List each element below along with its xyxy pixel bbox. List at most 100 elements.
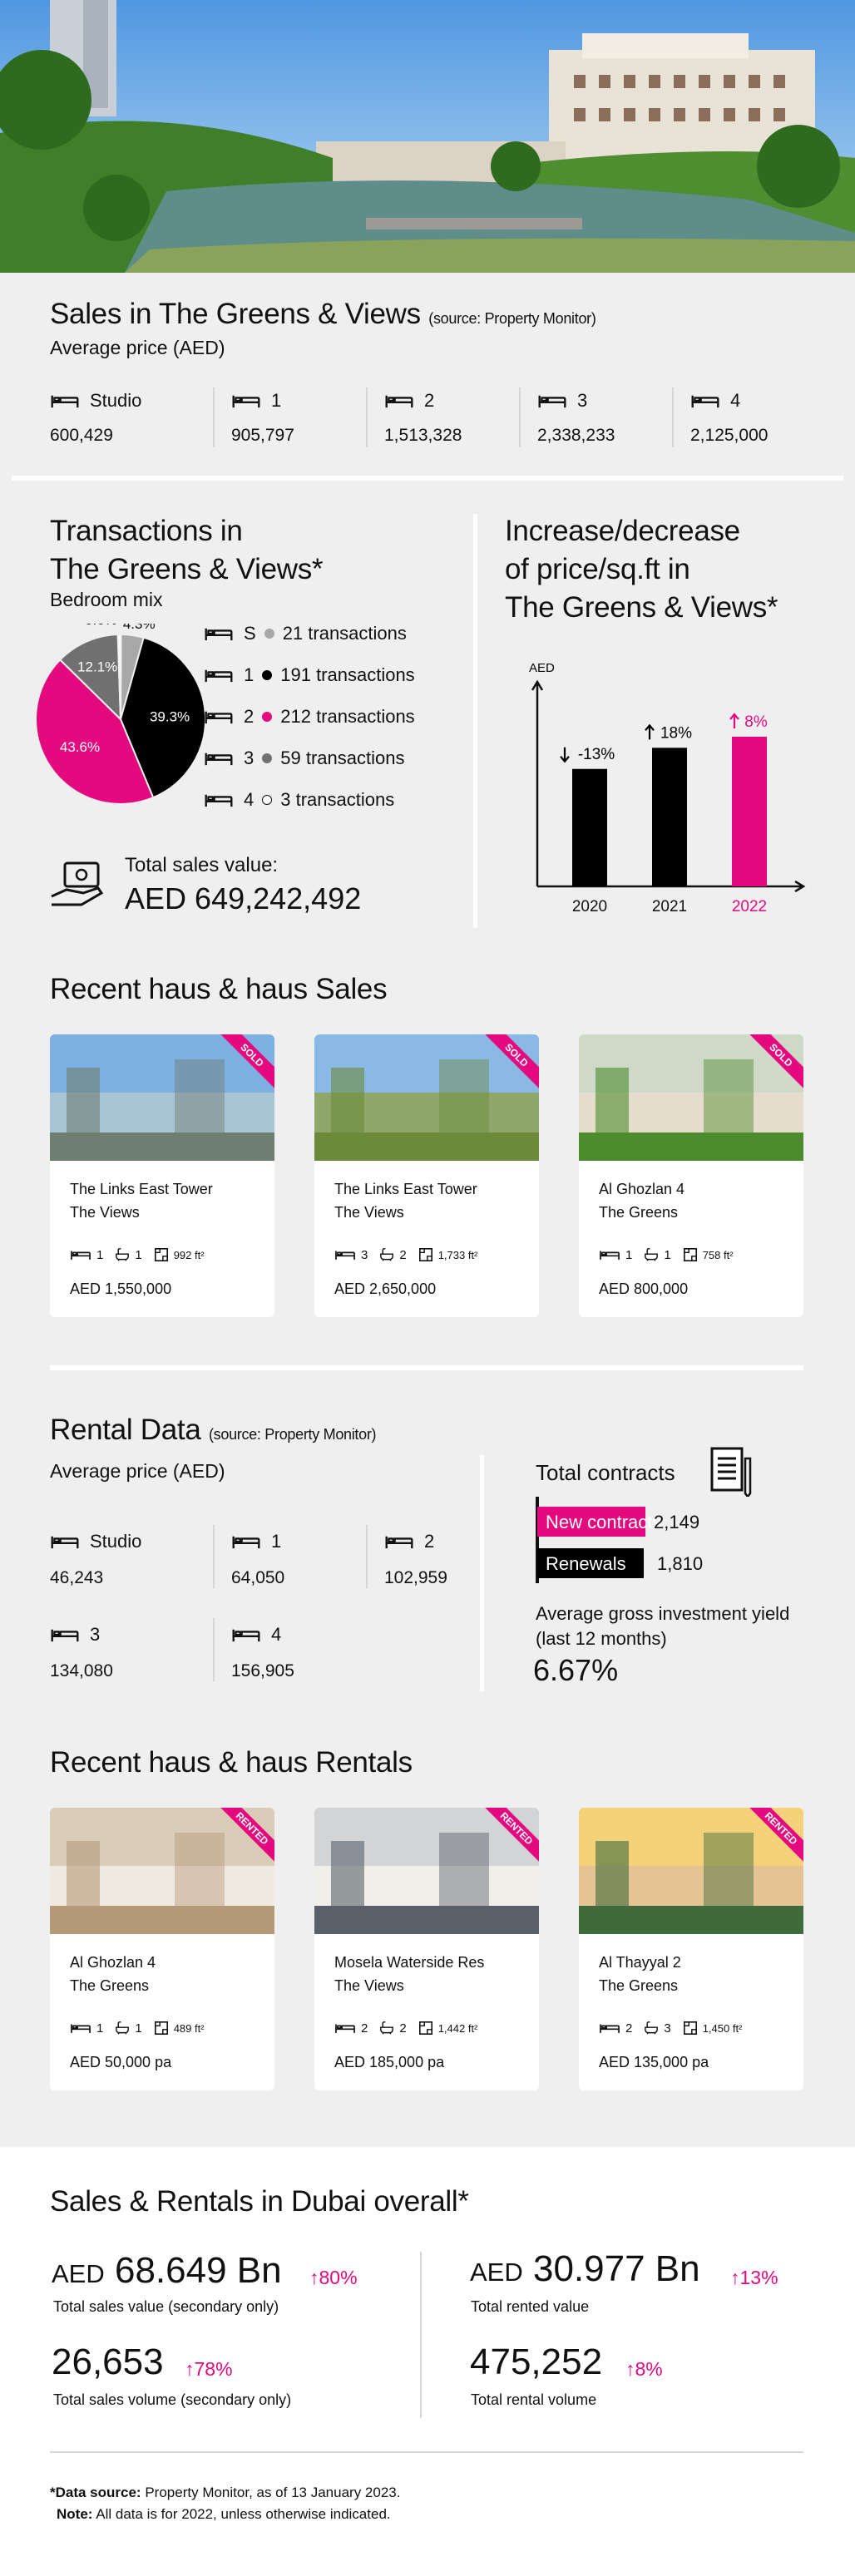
stat-divider — [213, 387, 215, 447]
dubai-overall-panel — [0, 2147, 855, 2576]
legend-text: 3 transactions — [280, 789, 395, 811]
bar-value-label: -13% — [578, 746, 615, 763]
rental-subtitle: Average price (AED) — [50, 1460, 225, 1482]
sale-card[interactable]: SOLD The Links East Tower The Views 3 2 1,733… — [314, 1034, 539, 1317]
legend-item: 3 59 transactions — [204, 747, 404, 769]
sale-card[interactable]: SOLD The Links East Tower The Views 1 1 992 f… — [50, 1034, 274, 1317]
legend-item: 1 191 transactions — [204, 664, 415, 686]
dubai-title: Sales & Rentals in Dubai overall* — [50, 2185, 469, 2218]
recent-sales-title: Recent haus & haus Sales — [50, 973, 388, 1005]
pie-slice-4 — [116, 634, 122, 720]
pie-slice-3 — [58, 634, 122, 722]
property-area: The Greens — [599, 1977, 679, 1994]
bed-icon — [50, 1623, 80, 1644]
floor-plan-icon — [154, 2021, 169, 2036]
sales-stats: Studio 600,429 1 905,797 2 1,513,328 3 2,338,23… — [50, 384, 807, 451]
rental-stat-label: 1 — [271, 1531, 282, 1552]
property-photo: SOLD — [579, 1034, 803, 1161]
bath-icon — [644, 2021, 659, 2035]
stat-divider — [366, 1525, 368, 1588]
divider — [50, 1365, 803, 1370]
property-meta: 1 1 758 ft² — [599, 1247, 734, 1262]
rental-title: Rental Data (source: Property Monitor) — [50, 1414, 377, 1446]
legend-item: S 21 transactions — [204, 622, 407, 644]
dubai-sales-value-label: Total sales value (secondary only) — [53, 2298, 279, 2315]
total-contracts-title: Total contracts — [536, 1460, 675, 1485]
sales-stat-4: 4 2,125,000 — [662, 384, 815, 451]
property-name: Al Thayyal 2 — [599, 1954, 681, 1971]
property-size: 992 ft² — [173, 1248, 205, 1261]
bed-icon — [384, 1530, 414, 1551]
dubai-rental-volume-label: Total rental volume — [471, 2391, 597, 2408]
beds-count: 2 — [625, 2021, 633, 2036]
column-divider — [480, 1455, 484, 1691]
bed-icon — [204, 747, 234, 767]
dubai-sales-value-change: ↑80% — [309, 2267, 358, 2288]
rental-card[interactable]: RENTED Al Ghozlan 4 The Greens 1 1 489 ft² AED… — [50, 1808, 274, 2090]
property-price: AED 135,000 pa — [599, 2054, 709, 2070]
rental-card[interactable]: RENTED Al Thayyal 2 The Greens 2 3 1,450 ft² A… — [579, 1808, 803, 2090]
money-hand-icon — [50, 860, 106, 915]
bed-icon — [204, 622, 234, 643]
sales-stat-label: 2 — [424, 390, 435, 412]
divider — [50, 2451, 803, 2453]
property-meta: 2 3 1,450 ft² — [599, 2021, 742, 2036]
beds-count: 2 — [361, 2021, 368, 2036]
rental-stat-label: 4 — [271, 1624, 282, 1646]
bed-icon — [599, 2021, 620, 2035]
rental-stat-0: Studio 46,243 — [50, 1530, 203, 1596]
dubai-rental-volume: 475,252 — [470, 2342, 603, 2382]
rental-source: (source: Property Monitor) — [208, 1426, 377, 1443]
baths-count: 2 — [399, 2021, 407, 2036]
baths-count: 2 — [399, 1247, 407, 1262]
floor-plan-icon — [683, 1247, 698, 1262]
floor-plan-icon — [683, 2021, 698, 2036]
total-sales-label: Total sales value: — [125, 854, 279, 876]
new-contracts-bar — [537, 1507, 645, 1537]
property-name: Mosela Waterside Res — [334, 1954, 485, 1971]
bed-icon — [384, 389, 414, 410]
bed-icon — [204, 788, 234, 809]
pie-slice-2 — [35, 659, 155, 805]
sales-stat-value: 2,125,000 — [690, 426, 769, 445]
arrow-up-icon — [729, 713, 739, 728]
property-price: AED 1,550,000 — [70, 1281, 172, 1297]
legend-text: 212 transactions — [280, 706, 415, 728]
divider — [12, 476, 843, 481]
property-meta: 3 2 1,733 ft² — [334, 1247, 477, 1262]
legend-swatch — [264, 629, 274, 639]
sales-stat-value: 905,797 — [231, 426, 294, 445]
legend-bed: 4 — [244, 789, 255, 811]
bath-icon — [379, 1247, 394, 1261]
hero-photo — [0, 0, 855, 273]
property-photo: SOLD — [314, 1034, 539, 1161]
beds-count: 1 — [96, 2021, 104, 2036]
beds-count: 1 — [96, 1247, 104, 1262]
rental-card[interactable]: RENTED Mosela Waterside Res The Views 2 2 1,4… — [314, 1808, 539, 2090]
baths-count: 1 — [664, 1247, 671, 1262]
sales-stat-label: Studio — [90, 390, 142, 412]
property-area: The Greens — [599, 1204, 679, 1221]
rental-stat-value: 102,959 — [384, 1568, 447, 1587]
sales-stat-label: 4 — [730, 390, 741, 412]
bar-2021 — [652, 748, 687, 886]
property-area: The Views — [334, 1977, 404, 1994]
transactions-subtitle: Bedroom mix — [50, 589, 163, 610]
bath-icon — [379, 2021, 394, 2035]
property-area: The Greens — [70, 1977, 150, 1994]
recent-rentals-cards: RENTED Al Ghozlan 4 The Greens 1 1 489 ft² AED… — [50, 1808, 807, 2090]
bath-icon — [115, 2021, 130, 2035]
property-photo: SOLD — [50, 1034, 274, 1161]
property-price: AED 185,000 pa — [334, 2054, 445, 2070]
stat-divider — [519, 387, 521, 447]
beds-count: 1 — [625, 1247, 633, 1262]
property-area: The Views — [70, 1204, 140, 1221]
bed-icon — [334, 1247, 356, 1261]
dubai-rental-volume-change: ↑8% — [625, 2358, 663, 2380]
bed-icon — [334, 2021, 356, 2035]
bath-icon — [644, 1247, 659, 1261]
legend-swatch — [262, 670, 273, 681]
property-photo: RENTED — [314, 1808, 539, 1934]
legend-swatch — [262, 795, 273, 806]
sale-card[interactable]: SOLD Al Ghozlan 4 The Greens 1 1 758 ft² AED 8… — [579, 1034, 803, 1317]
